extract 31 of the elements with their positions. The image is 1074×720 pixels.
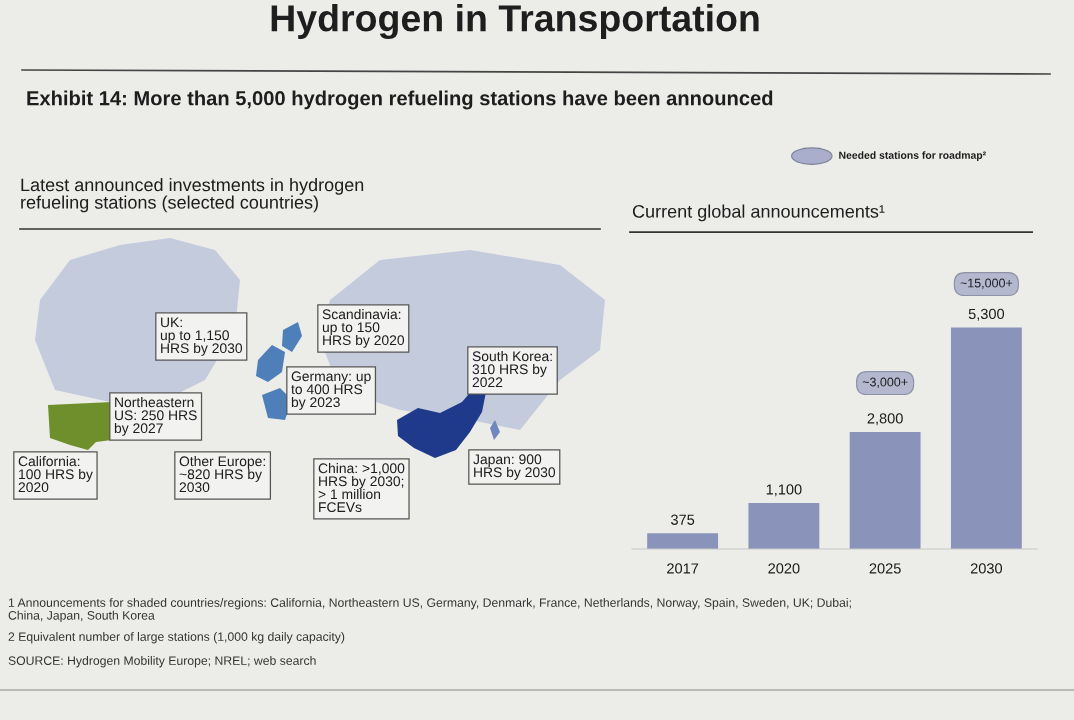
text: Exhibit 14: More than 5,000 hydrogen refueling stations have been announced [27, 90, 773, 110]
annotation: ~3,000+ [862, 377, 908, 388]
bar [849, 431, 921, 549]
text: Other Europe: ~820 HRS by 2030 [179, 456, 265, 493]
text: South Korea: 310 HRS by 2022 [472, 351, 552, 388]
text: Germany: up to 400 HRS by 2023 [291, 371, 371, 410]
bar [950, 327, 1022, 549]
x-tick-label: 2020 [768, 563, 800, 574]
data-label: 2,800 [867, 413, 903, 426]
x-tick-label: 2030 [970, 563, 1003, 574]
text: Needed stations for roadmap² [839, 151, 986, 161]
text: Latest announced investments in hydrogen refueling stations (selected countries) [21, 178, 364, 213]
data-label: 1,100 [766, 484, 802, 497]
text: Scandinavia: up to 150 HRS by 2020 [322, 309, 405, 348]
text: Hydrogen in Transportation [271, 4, 759, 40]
text: California: 100 HRS by 2020 [18, 456, 93, 493]
x-tick-label: 2017 [667, 563, 699, 574]
text: ~15,000+ [960, 278, 1013, 289]
data-label: 375 [671, 514, 695, 525]
bar [748, 503, 820, 549]
text: 1 Announcements for shaded countries/regions: California, Northeastern US, Germany, Denmark, France, Netherlands, Norway, Spain, Sweden, UK; Dubai; China, Japan, South Korea [8, 598, 851, 623]
source-note: SOURCE: Hydrogen Mobility Europe; NREL; web search [8, 656, 316, 668]
text: Northeastern US: 250 HRS by 2027 [114, 397, 197, 436]
text: Japan: 900 HRS by 2030 [473, 454, 556, 480]
bar [647, 533, 719, 549]
data-label: 5,300 [968, 308, 1005, 321]
text: China: >1,000 HRS by 2030; > 1 million FCEVs [318, 463, 405, 513]
x-tick-label: 2025 [869, 563, 901, 574]
text: 2 Equivalent number of large stations (1,000 kg daily capacity) [8, 632, 345, 644]
text: UK: up to 1,150 HRS by 2030 [160, 317, 243, 356]
chart-title: Current global announcements¹ [632, 204, 885, 222]
